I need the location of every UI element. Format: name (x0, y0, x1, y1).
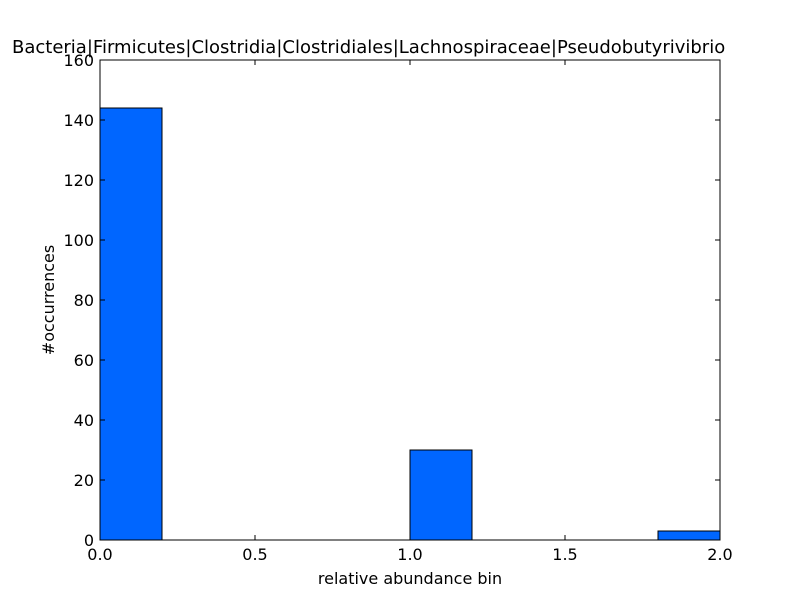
x-tick-label: 2.0 (707, 545, 732, 564)
tick-labels-group: 0.0 0.5 1.0 1.5 2.0 0 20 40 60 80 100 120 140 160 (63, 51, 732, 564)
y-tick-label: 40 (74, 411, 94, 430)
x-tick-label: 1.5 (552, 545, 577, 564)
x-tick-label: 0.0 (87, 545, 112, 564)
y-tick-label: 20 (74, 471, 94, 490)
x-tick-label: 0.5 (242, 545, 267, 564)
histogram-bar (99, 107, 163, 541)
x-axis-label: relative abundance bin (318, 569, 502, 588)
y-tick-label: 100 (63, 231, 94, 250)
y-axis-label: #occurrences (39, 245, 58, 355)
y-tick-label: 0 (84, 531, 94, 550)
histogram-bar (657, 530, 721, 541)
x-tick-label: 1.0 (397, 545, 422, 564)
y-tick-label: 60 (74, 351, 94, 370)
y-tick-label: 140 (63, 111, 94, 130)
histogram-bar (409, 449, 473, 541)
y-tick-label: 160 (63, 51, 94, 70)
y-tick-label: 120 (63, 171, 94, 190)
axes-frame (99, 59, 721, 541)
chart-title: Bacteria|Firmicutes|Clostridia|Clostridi… (12, 37, 725, 58)
y-tick-label: 80 (74, 291, 94, 310)
